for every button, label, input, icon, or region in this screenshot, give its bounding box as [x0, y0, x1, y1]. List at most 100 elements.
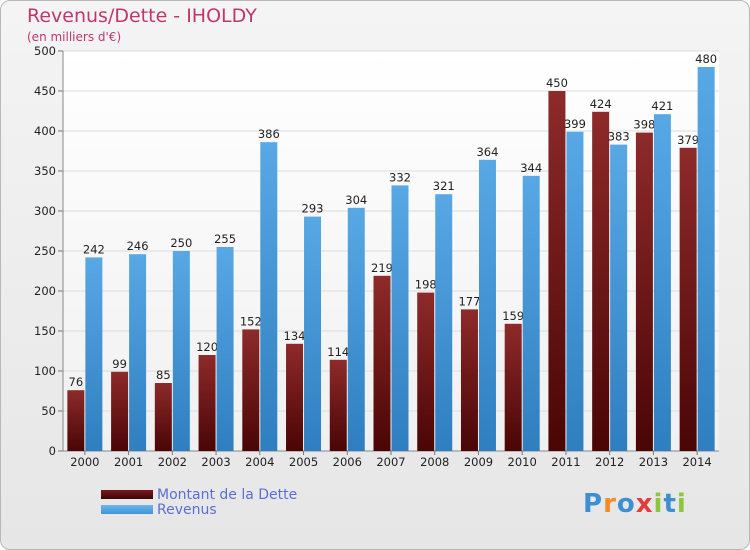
- bar-dette: [548, 91, 566, 451]
- bar-dette: [373, 275, 391, 451]
- data-label: 255: [214, 232, 236, 246]
- bar-revenus: [697, 67, 715, 451]
- bar-dette: [154, 383, 172, 451]
- proxiti-logo: Proxiti: [583, 489, 687, 519]
- data-label: 421: [651, 99, 673, 113]
- x-tick-label: 2007: [376, 455, 405, 469]
- data-label: 246: [127, 239, 149, 253]
- bar-dette: [111, 371, 129, 451]
- bar-dette: [329, 359, 347, 451]
- data-label: 304: [345, 193, 367, 207]
- logo-letter: i: [676, 489, 687, 519]
- bar-revenus: [260, 142, 278, 451]
- data-label: 379: [677, 133, 699, 147]
- y-tick-label: 450: [34, 84, 56, 98]
- bar-dette: [679, 147, 697, 452]
- data-label: 399: [564, 117, 586, 131]
- legend-item-revenus: Revenus: [101, 501, 297, 518]
- data-label: 383: [608, 130, 630, 144]
- bar-revenus: [522, 175, 540, 452]
- legend: Montant de la Dette Revenus: [101, 486, 298, 518]
- legend-label-revenus: Revenus: [157, 501, 217, 518]
- data-label: 321: [433, 179, 455, 193]
- y-tick-label: 350: [34, 164, 56, 178]
- data-label: 398: [633, 118, 655, 132]
- data-label: 219: [371, 261, 393, 275]
- data-label: 242: [83, 242, 105, 256]
- x-tick-label: 2001: [114, 455, 143, 469]
- bar-revenus: [129, 254, 147, 451]
- data-label: 114: [327, 345, 349, 359]
- x-tick-label: 2004: [245, 455, 274, 469]
- data-label: 293: [302, 202, 324, 216]
- data-label: 332: [389, 170, 411, 184]
- x-tick-label: 2010: [508, 455, 537, 469]
- y-tick-label: 200: [34, 284, 56, 298]
- x-tick-label: 2012: [595, 455, 624, 469]
- y-tick-label: 100: [34, 364, 56, 378]
- bar-dette: [635, 132, 653, 451]
- x-tick-label: 2009: [464, 455, 493, 469]
- y-tick-label: 300: [34, 204, 56, 218]
- data-label: 120: [196, 340, 218, 354]
- logo-letter: t: [663, 489, 677, 519]
- x-tick-label: 2011: [551, 455, 580, 469]
- data-label: 250: [170, 236, 192, 250]
- bar-revenus: [391, 185, 409, 451]
- logo-letter: r: [603, 489, 617, 519]
- data-label: 424: [590, 97, 612, 111]
- data-label: 386: [258, 127, 280, 141]
- bar-revenus: [566, 131, 584, 452]
- chart-subtitle: (en milliers d'€): [27, 30, 122, 44]
- bar-revenus: [478, 159, 496, 452]
- logo-letter: x: [635, 489, 654, 519]
- bar-revenus: [653, 114, 671, 451]
- chart-title: Revenus/Dette - IHOLDY: [27, 5, 257, 27]
- logo-letter: o: [616, 489, 636, 519]
- logo-letter: i: [653, 489, 664, 519]
- bar-revenus: [435, 194, 453, 451]
- bar-revenus: [347, 207, 365, 451]
- bar-revenus: [610, 144, 628, 451]
- legend-swatch-dette: [101, 490, 153, 499]
- data-label: 152: [240, 314, 262, 328]
- bar-revenus: [85, 257, 103, 451]
- data-label: 134: [284, 329, 306, 343]
- y-tick-label: 0: [49, 444, 56, 458]
- bar-dette: [67, 390, 85, 451]
- data-label: 344: [520, 161, 542, 175]
- y-tick-label: 250: [34, 244, 56, 258]
- data-label: 364: [476, 145, 498, 159]
- x-tick-label: 2003: [201, 455, 230, 469]
- logo-letter: P: [583, 489, 604, 519]
- x-tick-label: 2014: [682, 455, 711, 469]
- y-tick-label: 500: [34, 44, 56, 58]
- bar-dette: [198, 355, 216, 451]
- bar-dette: [417, 292, 435, 451]
- bar-dette: [242, 329, 260, 451]
- x-tick-label: 2008: [420, 455, 449, 469]
- legend-label-dette: Montant de la Dette: [157, 486, 298, 503]
- x-tick-label: 2000: [70, 455, 99, 469]
- bar-revenus: [172, 251, 190, 451]
- x-tick-label: 2002: [158, 455, 187, 469]
- data-label: 76: [69, 375, 84, 389]
- data-label: 450: [546, 76, 568, 90]
- bar-dette: [504, 323, 522, 451]
- data-label: 198: [415, 278, 437, 292]
- data-label: 177: [458, 294, 480, 308]
- y-tick-label: 150: [34, 324, 56, 338]
- y-tick-label: 400: [34, 124, 56, 138]
- bar-dette: [460, 309, 478, 451]
- legend-swatch-revenus: [101, 505, 153, 514]
- bar-dette: [592, 111, 610, 452]
- y-tick-label: 50: [41, 404, 56, 418]
- data-label: 480: [695, 52, 717, 66]
- bar-revenus: [216, 247, 234, 451]
- data-label: 99: [112, 357, 127, 371]
- bar-revenus: [304, 216, 322, 451]
- data-label: 159: [502, 309, 524, 323]
- x-tick-label: 2006: [333, 455, 362, 469]
